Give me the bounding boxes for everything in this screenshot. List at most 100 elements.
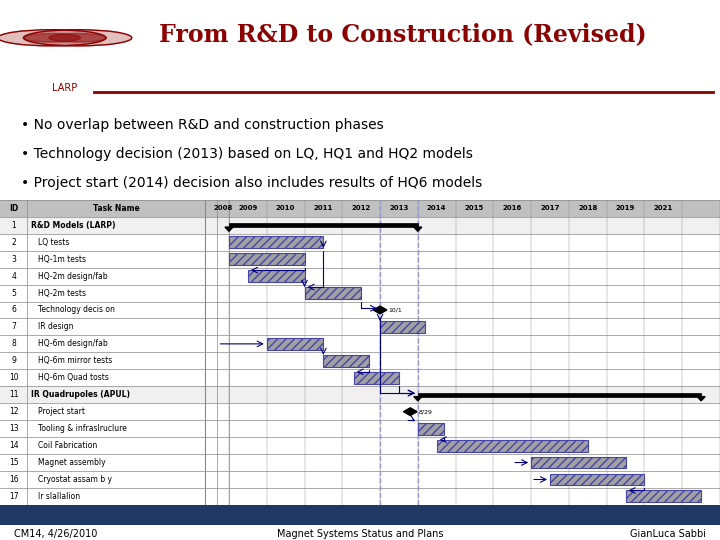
- Polygon shape: [403, 408, 417, 416]
- FancyBboxPatch shape: [0, 217, 720, 234]
- Text: Coil Fabrication: Coil Fabrication: [38, 441, 97, 450]
- Text: 16: 16: [9, 475, 19, 484]
- Text: 2012: 2012: [351, 205, 371, 211]
- FancyBboxPatch shape: [0, 488, 720, 505]
- FancyBboxPatch shape: [0, 301, 720, 319]
- FancyBboxPatch shape: [0, 505, 720, 525]
- Polygon shape: [225, 227, 233, 231]
- Text: 5: 5: [12, 288, 16, 298]
- Text: 8/29: 8/29: [418, 409, 433, 414]
- FancyBboxPatch shape: [0, 437, 720, 454]
- FancyBboxPatch shape: [0, 200, 720, 505]
- Text: R&D Models (LARP): R&D Models (LARP): [31, 221, 115, 230]
- Text: 2009: 2009: [238, 205, 258, 211]
- Circle shape: [24, 30, 132, 46]
- Text: GianLuca Sabbi: GianLuca Sabbi: [629, 529, 706, 539]
- Text: Tooling & infraslruclure: Tooling & infraslruclure: [38, 424, 127, 433]
- Text: 2017: 2017: [540, 205, 559, 211]
- FancyBboxPatch shape: [0, 403, 720, 420]
- FancyBboxPatch shape: [0, 353, 720, 369]
- FancyBboxPatch shape: [0, 200, 720, 217]
- FancyBboxPatch shape: [0, 319, 720, 335]
- Text: 14: 14: [9, 441, 19, 450]
- Text: 17: 17: [9, 492, 19, 501]
- Text: HQ-6m Quad tosts: HQ-6m Quad tosts: [38, 373, 109, 382]
- Text: IR Quadrupoles (APUL): IR Quadrupoles (APUL): [31, 390, 130, 399]
- Text: ID: ID: [9, 204, 18, 213]
- Circle shape: [49, 33, 107, 42]
- Text: 2021: 2021: [654, 205, 673, 211]
- Text: HQ-2m design/fab: HQ-2m design/fab: [38, 272, 108, 281]
- Text: Ir slallalion: Ir slallalion: [38, 492, 81, 501]
- Text: 2: 2: [12, 238, 16, 247]
- Text: 2010: 2010: [276, 205, 295, 211]
- FancyBboxPatch shape: [437, 440, 588, 451]
- FancyBboxPatch shape: [266, 338, 323, 350]
- FancyBboxPatch shape: [0, 420, 720, 437]
- Text: 2011: 2011: [314, 205, 333, 211]
- Text: 2013: 2013: [390, 205, 409, 211]
- Text: HQ-1m tests: HQ-1m tests: [38, 255, 86, 264]
- Polygon shape: [697, 396, 705, 401]
- Text: IR design: IR design: [38, 322, 73, 332]
- FancyBboxPatch shape: [0, 369, 720, 386]
- Text: 1: 1: [12, 221, 16, 230]
- FancyBboxPatch shape: [354, 372, 399, 384]
- Text: 2015: 2015: [465, 205, 484, 211]
- Text: 2018: 2018: [578, 205, 598, 211]
- Circle shape: [23, 33, 81, 42]
- Text: • Technology decision (2013) based on LQ, HQ1 and HQ2 models: • Technology decision (2013) based on LQ…: [22, 147, 473, 161]
- FancyBboxPatch shape: [229, 253, 305, 265]
- FancyBboxPatch shape: [418, 393, 701, 396]
- Text: CM14, 4/26/2010: CM14, 4/26/2010: [14, 529, 98, 539]
- FancyBboxPatch shape: [418, 423, 444, 435]
- Text: 8: 8: [12, 339, 16, 348]
- Text: 9: 9: [12, 356, 16, 366]
- FancyBboxPatch shape: [0, 471, 720, 488]
- Circle shape: [0, 30, 106, 46]
- FancyBboxPatch shape: [0, 335, 720, 353]
- Text: • Project start (2014) decision also includes results of HQ6 models: • Project start (2014) decision also inc…: [22, 176, 482, 190]
- FancyBboxPatch shape: [229, 236, 323, 248]
- Polygon shape: [414, 227, 422, 231]
- Text: 6: 6: [12, 306, 16, 314]
- FancyBboxPatch shape: [0, 386, 720, 403]
- Text: 13: 13: [9, 424, 19, 433]
- Text: 2019: 2019: [616, 205, 635, 211]
- Text: Technology decis on: Technology decis on: [38, 306, 115, 314]
- Polygon shape: [373, 306, 387, 314]
- Text: Magnet Systems Status and Plans: Magnet Systems Status and Plans: [276, 529, 444, 539]
- Text: Task Name: Task Name: [93, 204, 140, 213]
- FancyBboxPatch shape: [248, 270, 305, 282]
- FancyBboxPatch shape: [0, 268, 720, 285]
- Text: HQ-6m mirror tests: HQ-6m mirror tests: [38, 356, 112, 366]
- Text: 4: 4: [12, 272, 16, 281]
- Text: 7: 7: [12, 322, 16, 332]
- Text: 10/1: 10/1: [388, 307, 402, 313]
- Text: From R&D to Construction (Revised): From R&D to Construction (Revised): [159, 23, 647, 46]
- Text: HQ-6m design/fab: HQ-6m design/fab: [38, 339, 108, 348]
- Text: 2008: 2008: [214, 205, 233, 211]
- FancyBboxPatch shape: [0, 454, 720, 471]
- Text: HQ-2m tests: HQ-2m tests: [38, 288, 86, 298]
- Text: Magnet assembly: Magnet assembly: [38, 458, 106, 467]
- FancyBboxPatch shape: [0, 285, 720, 301]
- Text: 12: 12: [9, 407, 19, 416]
- Text: 10: 10: [9, 373, 19, 382]
- FancyBboxPatch shape: [323, 355, 369, 367]
- Text: 3: 3: [12, 255, 16, 264]
- FancyBboxPatch shape: [229, 224, 418, 227]
- Polygon shape: [414, 396, 422, 401]
- Text: 2014: 2014: [427, 205, 446, 211]
- FancyBboxPatch shape: [305, 287, 361, 299]
- Text: 2016: 2016: [503, 205, 522, 211]
- Text: Project start: Project start: [38, 407, 85, 416]
- Text: • No overlap between R&D and construction phases: • No overlap between R&D and constructio…: [22, 118, 384, 132]
- FancyBboxPatch shape: [0, 234, 720, 251]
- Text: 11: 11: [9, 390, 19, 399]
- Text: LQ tests: LQ tests: [38, 238, 70, 247]
- FancyBboxPatch shape: [0, 251, 720, 268]
- Text: 15: 15: [9, 458, 19, 467]
- FancyBboxPatch shape: [626, 490, 701, 502]
- FancyBboxPatch shape: [550, 474, 644, 485]
